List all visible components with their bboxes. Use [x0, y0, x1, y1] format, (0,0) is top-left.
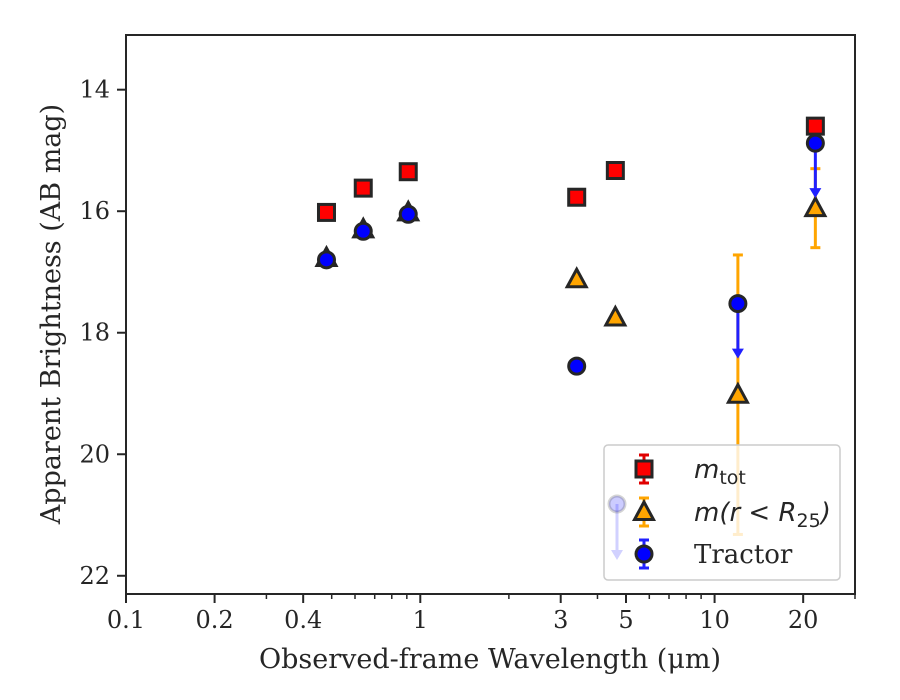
legend-entry-2-limit-marker: [607, 494, 627, 514]
x-tick-label-6: 10: [699, 606, 730, 634]
series-0-point-3: [567, 187, 587, 207]
axes: 0.1 0.2 0.4 1 3 5 10 20 14 16 18 20 22: [79, 34, 856, 634]
series-2-point-5: [805, 133, 825, 153]
x-tick-label-5: 5: [618, 606, 633, 634]
legend-entry-2-label: Tractor: [694, 540, 793, 570]
x-tick-label-1: 0.2: [196, 606, 234, 634]
legend-box: [603, 444, 841, 581]
legend-entry-0-marker: [634, 459, 654, 479]
series-1-point-4: [603, 304, 628, 327]
y-tick-label-2: 18: [79, 319, 110, 347]
y-axis-title: Apparent Brightness (AB mag): [36, 104, 67, 525]
series-0: [316, 116, 825, 222]
y-tick-label-1: 16: [79, 197, 110, 225]
legend-entry-0-label: mtot: [694, 455, 746, 489]
legend-entry-2: Tractor: [607, 494, 793, 570]
legend-entry-2-arrow: [611, 504, 623, 560]
legend-entry-1-marker: [631, 498, 657, 521]
plot-area: [314, 116, 828, 536]
series-2-point-0: [316, 250, 336, 270]
series-0-point-0: [316, 202, 336, 222]
series-2: [316, 133, 825, 376]
legend-entry-1: m(r < R25): [631, 496, 831, 532]
axes-frame: [125, 34, 856, 595]
series-2-point-3: [567, 356, 587, 376]
series-0-point-2: [398, 162, 418, 182]
series-1-point-5: [725, 381, 750, 404]
x-tick-label-7: 20: [788, 606, 819, 634]
y-tick-label-0: 14: [79, 76, 110, 104]
series-2-point-2: [398, 204, 418, 224]
y-tick-label-3: 20: [79, 440, 110, 468]
legend-entry-0: mtot: [634, 453, 746, 489]
series-0-point-5: [805, 116, 825, 136]
legend-entry-1-label: m(r < R25): [694, 498, 831, 532]
legend: mtot m(r < R25) Tractor: [603, 444, 841, 581]
x-tick-label-2: 0.4: [284, 606, 322, 634]
series-2-point-4: [728, 294, 748, 314]
series-0-point-4: [605, 160, 625, 180]
legend-entry-2-marker: [634, 544, 654, 564]
x-tick-label-4: 3: [553, 606, 568, 634]
x-tick-label-0: 0.1: [107, 606, 145, 634]
y-tick-label-4: 22: [79, 562, 110, 590]
x-axis-title: Observed-frame Wavelength (μm): [259, 644, 721, 675]
series-1-point-3: [564, 266, 589, 289]
series-2-point-1: [353, 221, 373, 241]
x-tick-label-3: 1: [413, 606, 428, 634]
series-0-point-1: [353, 178, 373, 198]
series-1-point-6: [803, 195, 828, 218]
